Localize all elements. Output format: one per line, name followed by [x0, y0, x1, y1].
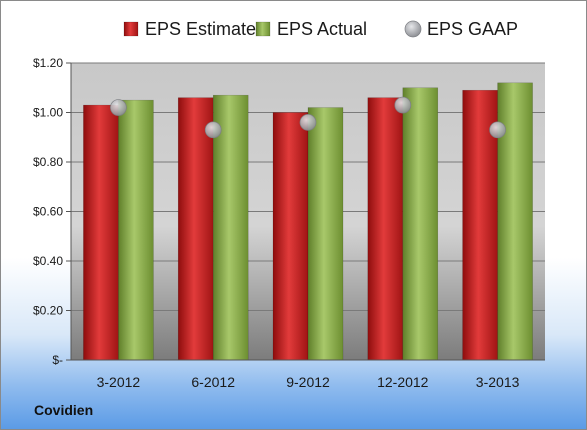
y-tick-label: $1.20 [33, 56, 63, 70]
legend-swatch-eps-estimate [123, 21, 139, 37]
y-tick-label: $0.80 [33, 155, 63, 169]
x-tick-label: 3-2012 [97, 374, 141, 390]
y-tick-label: $0.60 [33, 205, 63, 219]
bar-eps-actual [212, 94, 249, 361]
bar-eps-estimate [177, 97, 214, 361]
y-tick-label: $0.20 [33, 304, 63, 318]
bar-eps-actual [118, 99, 154, 361]
bar-eps-estimate [272, 112, 309, 361]
bar-eps-estimate [367, 97, 404, 361]
legend-label: EPS Estimate [145, 19, 256, 39]
y-tick-label: $1.00 [33, 106, 63, 120]
gaap-markers [110, 96, 506, 139]
bar-eps-estimate [83, 104, 119, 361]
x-tick-label: 3-2013 [476, 374, 520, 390]
legend-label: EPS GAAP [427, 19, 518, 39]
legend-swatch-eps-gaap [404, 20, 422, 38]
company-label: Covidien [34, 402, 94, 418]
legend: EPS Estimate EPS Actual EPS GAAP [123, 19, 518, 39]
marker-eps-gaap [110, 99, 127, 116]
y-tick-label: $- [52, 353, 63, 367]
marker-eps-gaap [394, 96, 412, 114]
x-tick-label: 6-2012 [191, 374, 235, 390]
axes: $- $0.20 $0.40 $0.60 $0.80 $1.00 $1.20 3-2012 6-… [33, 56, 545, 390]
y-tick-label: $0.40 [33, 254, 63, 268]
marker-eps-gaap [299, 114, 317, 131]
bar-eps-actual [402, 87, 439, 361]
legend-label: EPS Actual [277, 19, 367, 39]
marker-eps-gaap [489, 121, 506, 139]
marker-eps-gaap [204, 121, 222, 139]
x-tick-label: 9-2012 [286, 374, 330, 390]
bar-eps-actual [307, 107, 344, 361]
x-tick-label: 12-2012 [377, 374, 429, 390]
legend-swatch-eps-actual [255, 21, 271, 37]
